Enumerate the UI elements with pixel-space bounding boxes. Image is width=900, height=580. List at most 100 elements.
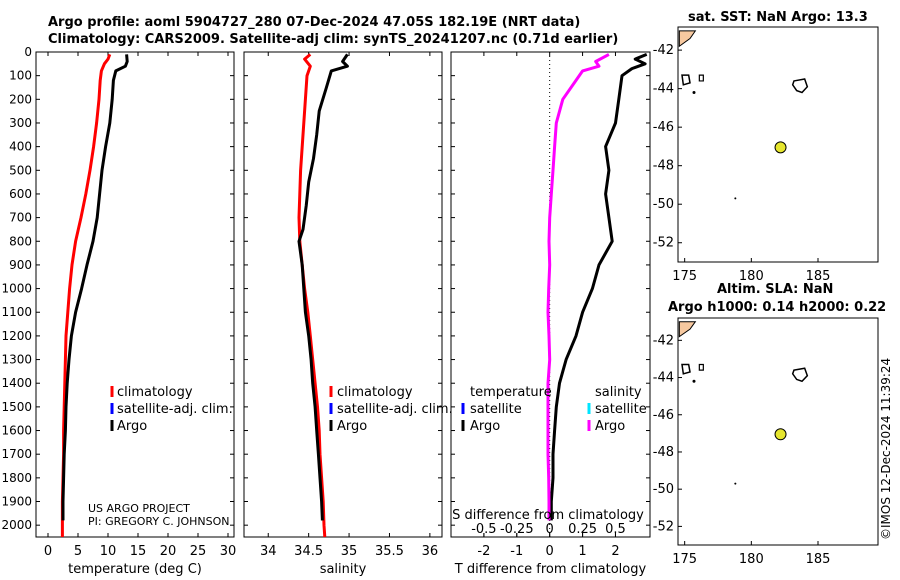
island-outline [698, 74, 704, 82]
x-tick-label: 0 [546, 544, 554, 559]
y-tick-label: -46 [653, 120, 674, 135]
legend-label-argo: Argo [337, 419, 367, 434]
x-tick-label: 35.5 [375, 544, 404, 559]
legend-label-satellite: satellite-adj. clim. [337, 402, 453, 417]
y-tick-label: 1400 [1, 376, 32, 390]
y-tick-label: 700 [9, 211, 32, 225]
x-axis-label: salinity [320, 562, 367, 577]
island-outline [698, 363, 704, 371]
y-tick-label: 1900 [1, 495, 32, 509]
y-tick-label: -50 [653, 197, 674, 212]
credit-line1: US ARGO PROJECT [88, 502, 190, 515]
x-axis-label: T difference from climatology [454, 562, 647, 577]
legend-label-satellite: satellite-adj. clim. [117, 402, 233, 417]
x-tick-label: 15 [130, 544, 147, 559]
s-diff-tick-label: -0.5 [471, 522, 496, 537]
credit-line2: PI: GREGORY C. JOHNSON [88, 515, 229, 528]
y-tick-label: -44 [653, 82, 674, 97]
sla-map-panel: 175 180 185 -42 -44 -46 -48 -50 -52 [653, 317, 879, 567]
plot-frame [450, 51, 651, 538]
legend-label-s-argo: Argo [595, 419, 625, 434]
legend-label-climatology: climatology [117, 385, 193, 400]
legend-title-temperature: temperature [470, 385, 552, 400]
islet [692, 90, 696, 94]
legend-label-climatology: climatology [337, 385, 413, 400]
legend-label-s-satellite: satellite [595, 402, 647, 417]
difference-legend: temperature satellite Argo salinity sate… [461, 385, 647, 434]
x-tick-label: 34.5 [294, 544, 323, 559]
x-tick-label: 20 [160, 544, 177, 559]
x-tick-label: 30 [220, 544, 237, 559]
x-tick-label: 5 [74, 544, 82, 559]
y-tick-label: -44 [653, 371, 674, 386]
legend-title-salinity: salinity [595, 385, 642, 400]
salinity-panel: 34 34.5 35 35.5 36 salinity [243, 51, 443, 577]
y-tick-label: 2000 [1, 518, 32, 532]
s-diff-tick-label: -0.25 [500, 522, 534, 537]
x-tick-label: 180 [739, 269, 764, 284]
y-tick-label: 900 [9, 258, 32, 272]
x-tick-label: 185 [806, 552, 831, 567]
sst-map-panel: 175 180 185 -42 -44 -46 -48 -50 -52 [653, 26, 879, 284]
series-argo-t-difference [549, 53, 648, 521]
x-tick-label: 2 [611, 544, 619, 559]
y-tick-label: -46 [653, 408, 674, 423]
x-tick-label: 1 [578, 544, 586, 559]
y-tick-label: 1600 [1, 424, 32, 438]
y-tick-label: 400 [9, 140, 32, 154]
series-argo [61, 54, 129, 521]
y-tick-label: 500 [9, 163, 32, 177]
map-title-argo-heights: Argo h1000: 0.14 h2000: 0.22 [668, 300, 887, 315]
x-tick-label: 10 [100, 544, 117, 559]
x-axis-label: temperature (deg C) [68, 562, 202, 577]
y-tick-label: 1100 [1, 305, 32, 319]
imos-watermark: ©IMOS 12-Dec-2024 11:39:24 [879, 358, 893, 540]
map-title-sla: Altim. SLA: NaN [717, 282, 834, 297]
temperature-panel: 0 5 10 15 20 25 300100200300400500600700800900… [1, 45, 236, 577]
islet [734, 482, 737, 485]
s-diff-tick-label: 0.5 [605, 522, 626, 537]
y-tick-label: -42 [653, 333, 674, 348]
s-diff-tick-label: 0 [546, 522, 554, 537]
x-tick-label: 175 [672, 552, 697, 567]
chatham-islands [791, 78, 809, 94]
y-tick-label: -52 [653, 519, 674, 534]
argo-float-marker [774, 428, 787, 441]
y-tick-label: 1500 [1, 400, 32, 414]
chatham-islands [791, 367, 809, 383]
y-tick-label: -52 [653, 236, 674, 251]
legend-label-argo: Argo [117, 419, 147, 434]
chart-title-line2: Climatology: CARS2009. Satellite-adj cli… [48, 32, 619, 47]
y-tick-label: 100 [9, 69, 32, 83]
y-tick-label: 1300 [1, 353, 32, 367]
y-tick-label: -50 [653, 482, 674, 497]
y-tick-label: 600 [9, 187, 32, 201]
series-argo [297, 53, 349, 521]
y-tick-label: 200 [9, 92, 32, 106]
y-tick-label: -48 [653, 159, 674, 174]
y-tick-label: -42 [653, 43, 674, 58]
series-argo-s-difference [546, 53, 610, 521]
x-tick-label: 180 [739, 552, 764, 567]
x-tick-label: 0 [44, 544, 52, 559]
y-tick-label: 1200 [1, 329, 32, 343]
islet [692, 379, 696, 383]
x-tick-label: -1 [510, 544, 523, 559]
x-tick-label: 185 [806, 269, 831, 284]
chart-title-line1: Argo profile: aoml 5904727_280 07-Dec-20… [48, 15, 581, 30]
island-outline [681, 74, 691, 86]
x-tick-label: 175 [672, 269, 697, 284]
y-tick-label: 800 [9, 234, 32, 248]
s-diff-axis-label: S difference from climatology [452, 508, 644, 523]
y-tick-label: 300 [9, 116, 32, 130]
legend-label-t-satellite: satellite [470, 402, 522, 417]
temperature-legend: climatology satellite-adj. clim. Argo [110, 385, 233, 434]
plot-frame [35, 51, 235, 538]
x-tick-label: 35 [341, 544, 358, 559]
island-outline [681, 363, 691, 375]
salinity-legend: climatology satellite-adj. clim. Argo [329, 385, 453, 434]
map-title-sst: sat. SST: NaN Argo: 13.3 [688, 10, 868, 25]
y-tick-label: 1000 [1, 282, 32, 296]
x-tick-label: -2 [477, 544, 490, 559]
